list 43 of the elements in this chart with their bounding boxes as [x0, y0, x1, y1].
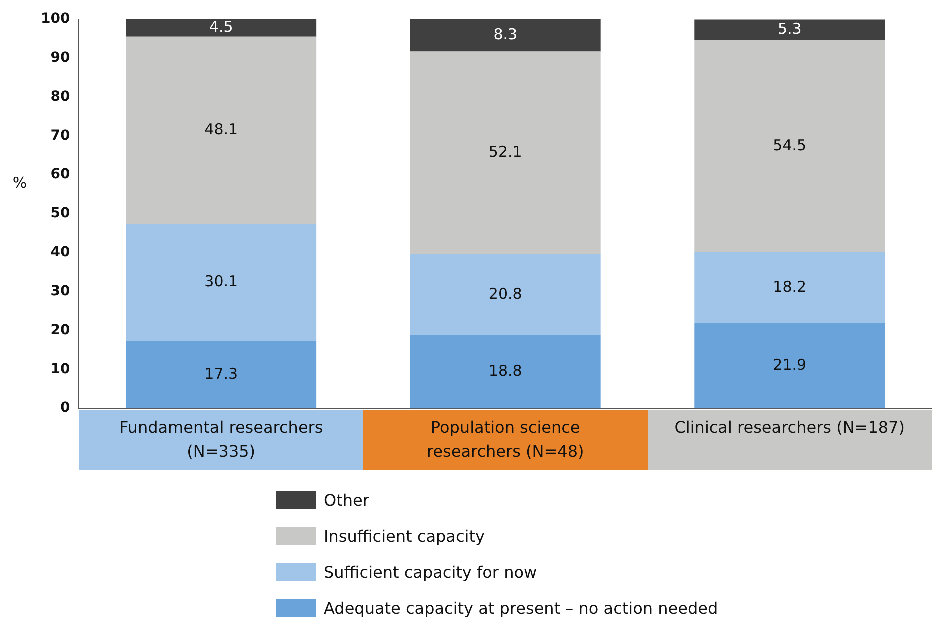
y-tick-label: 90	[50, 50, 70, 66]
bar	[126, 36, 317, 224]
y-tick-label: 70	[50, 128, 70, 144]
data-label: 30.1	[204, 272, 238, 291]
y-tick-label: 30	[50, 283, 70, 300]
x-tick-label: Fundamental researchers (N=335)	[79, 410, 364, 470]
bar	[410, 254, 601, 336]
bar	[694, 20, 886, 40]
legend-label: Other	[324, 490, 370, 510]
legend-label: Adequate capacity at present – no action needed	[324, 598, 718, 618]
data-label: 17.3	[204, 364, 238, 383]
x-tick-label: Clinical researchers (N=187)	[648, 410, 932, 470]
bar	[126, 341, 317, 409]
y-tick-label: 50	[50, 206, 70, 222]
y-tick-label: 20	[50, 322, 70, 338]
bar	[694, 40, 886, 253]
y-tick-label: 0	[60, 400, 70, 416]
data-label: 48.1	[204, 120, 238, 138]
data-label: 4.5	[209, 18, 234, 36]
bar	[694, 323, 886, 409]
bar	[410, 52, 601, 254]
y-tick-label: 60	[50, 166, 70, 183]
bar	[410, 19, 601, 52]
data-label: 18.2	[773, 278, 807, 296]
data-label: 52.1	[488, 142, 522, 161]
data-label: 18.8	[488, 362, 522, 380]
data-label: 54.5	[773, 136, 807, 154]
x-tick-label: Population science researchers (N=48)	[363, 410, 648, 470]
data-label: 21.9	[773, 356, 807, 374]
bar	[126, 224, 317, 342]
bar	[126, 19, 317, 37]
data-label: 5.3	[778, 20, 802, 38]
y-tick-label: 40	[50, 244, 70, 261]
bar	[410, 335, 601, 409]
y-tick-label: 10	[50, 361, 70, 378]
y-axis-title: %	[12, 174, 28, 192]
data-label: 8.3	[494, 25, 518, 44]
y-tick-label: 100	[40, 11, 70, 28]
legend-label: Sufficient capacity for now	[324, 562, 538, 582]
data-label: 20.8	[488, 284, 522, 303]
legend-label: Insufficient capacity	[324, 526, 485, 546]
y-tick-label: 80	[50, 88, 70, 105]
bar	[694, 252, 886, 324]
